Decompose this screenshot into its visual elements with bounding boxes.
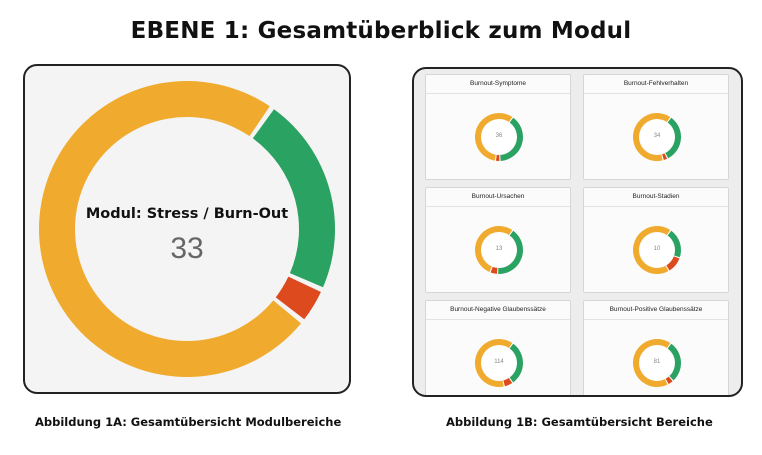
module-label: Modul: Stress / Burn-Out bbox=[85, 206, 289, 222]
module-yellow-segment bbox=[38, 80, 302, 377]
area-card-value: 81 bbox=[653, 359, 661, 365]
area-card[interactable]: Burnout-Ursachen 13 bbox=[425, 187, 571, 293]
page-title: EBENE 1: Gesamtüberblick zum Modul bbox=[130, 18, 632, 44]
area-green-segment bbox=[665, 117, 681, 159]
area-card[interactable]: Burnout-Fehlverhalten 34 bbox=[583, 74, 729, 180]
area-yellow-segment bbox=[475, 339, 513, 387]
area-card[interactable]: Burnout-Stadien 10 bbox=[583, 187, 729, 293]
area-card-title: Burnout-Fehlverhalten bbox=[584, 75, 728, 94]
module-value: 33 bbox=[170, 232, 204, 265]
area-green-segment bbox=[667, 230, 681, 258]
area-donut-center bbox=[640, 120, 674, 154]
areas-overview-panel: Burnout-Symptome 36 Burnout-Fehlverhalten 3… bbox=[412, 67, 743, 397]
area-donut-center bbox=[482, 233, 516, 267]
area-card-title: Burnout-Stadien bbox=[584, 188, 728, 207]
area-yellow-segment bbox=[475, 226, 513, 273]
area-donut-chart bbox=[475, 339, 523, 387]
area-red-segment bbox=[495, 154, 500, 161]
area-donut-center bbox=[482, 346, 516, 380]
area-green-segment bbox=[500, 117, 523, 161]
area-red-segment bbox=[665, 376, 673, 385]
area-donut-center bbox=[640, 346, 674, 380]
area-yellow-segment bbox=[633, 339, 671, 387]
area-card[interactable]: Burnout-Positive Glaubenssätze 81 bbox=[583, 300, 729, 395]
area-donut-chart bbox=[475, 113, 523, 161]
area-yellow-segment bbox=[633, 113, 671, 161]
area-red-segment bbox=[490, 266, 498, 274]
area-donut-chart bbox=[633, 226, 681, 274]
area-card-value: 34 bbox=[653, 133, 661, 139]
area-yellow-segment bbox=[475, 113, 513, 161]
area-red-segment bbox=[662, 153, 668, 160]
area-green-segment bbox=[667, 343, 681, 381]
area-card[interactable]: Burnout-Negative Glaubenssätze 114 bbox=[425, 300, 571, 395]
area-red-segment bbox=[666, 256, 680, 271]
area-donut-chart bbox=[633, 113, 681, 161]
area-card-value: 13 bbox=[495, 246, 503, 252]
area-donut-center bbox=[482, 120, 516, 154]
area-card[interactable]: Burnout-Symptome 36 bbox=[425, 74, 571, 180]
area-card-value: 36 bbox=[495, 133, 503, 139]
area-card-title: Burnout-Negative Glaubenssätze bbox=[426, 301, 570, 320]
area-red-segment bbox=[503, 378, 513, 387]
area-donut-chart bbox=[475, 226, 523, 274]
module-red-segment bbox=[275, 276, 321, 320]
area-donut-chart bbox=[633, 339, 681, 387]
area-card-title: Burnout-Ursachen bbox=[426, 188, 570, 207]
area-card-title: Burnout-Symptome bbox=[426, 75, 570, 94]
caption-figure-b: Abbildung 1B: Gesamtübersicht Bereiche bbox=[446, 415, 713, 429]
module-overview-panel: Modul: Stress / Burn-Out 33 bbox=[23, 64, 351, 394]
caption-figure-a: Abbildung 1A: Gesamtübersicht Modulberei… bbox=[35, 415, 342, 429]
area-donut-center bbox=[640, 233, 674, 267]
area-card-value: 114 bbox=[494, 359, 504, 365]
area-card-value: 10 bbox=[653, 246, 661, 252]
area-yellow-segment bbox=[633, 226, 671, 274]
area-green-segment bbox=[498, 230, 523, 274]
module-donut-chart bbox=[38, 80, 335, 377]
area-card-title: Burnout-Positive Glaubenssätze bbox=[584, 301, 728, 320]
module-green-segment bbox=[252, 109, 335, 288]
area-green-segment bbox=[509, 343, 523, 383]
